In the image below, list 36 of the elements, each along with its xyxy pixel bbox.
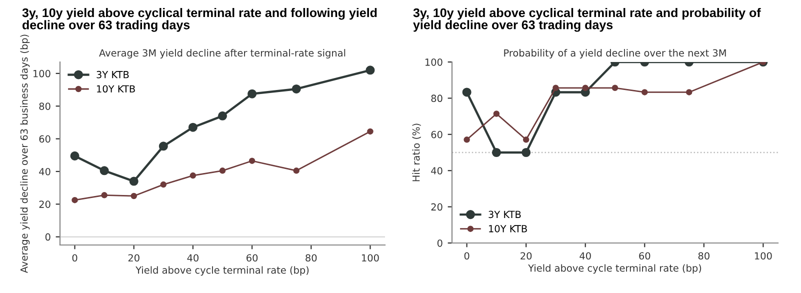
x-tick-label: 60 [639,252,650,260]
x-tick-label: 20 [520,252,532,260]
y-axis-title: Average yield decline over 63 business days (bp) [20,34,30,274]
y-tick-label: 60 [431,130,442,138]
x-tick-label: 40 [580,252,591,260]
x-axis-title: Yield above cycle terminal rate (bp) [136,266,309,276]
y-tick-label: 80 [39,102,50,110]
y-tick-label: 20 [431,203,442,211]
chart-title: 3y, 10y yield above cyclical terminal rate and following yield decline over 63 trading days [22,8,377,32]
legend-label: 3Y KTB [488,210,521,218]
x-axis-title: Yield above cycle terminal rate (bp) [528,264,702,274]
x-tick-label: 40 [187,254,198,262]
y-tick-label: 40 [431,167,442,174]
y-axis-title: Hit ratio (%) [412,124,421,182]
y-tick-label: 100 [33,70,50,78]
chart-title: 3y, 10y yield above cyclical terminal rate and probability of yield decline over 63 trading days [413,8,761,32]
x-tick-label: 20 [128,254,140,262]
y-tick-label: 80 [431,94,442,102]
legend-label: 10Y KTB [489,225,527,232]
x-tick-label: 80 [306,254,317,262]
x-tick-label: 100 [754,252,772,260]
x-tick-label: 60 [246,254,258,262]
legend-label: 10Y KTB [97,85,135,93]
y-tick-label: 60 [39,135,50,143]
x-tick-label: 0 [72,254,78,262]
y-tick-label: 0 [45,233,50,241]
x-tick-label: 100 [362,254,379,262]
y-tick-label: 0 [437,239,442,247]
x-tick-label: 80 [698,252,710,260]
chart-subtitle: Probability of a yield decline over the next 3M [504,49,726,58]
y-tick-label: 20 [39,200,50,208]
legend-label: 3Y KTB [96,70,129,78]
y-tick-label: 40 [39,168,50,176]
chart-subtitle: Average 3M yield decline after terminal-rate signal [99,49,346,58]
y-tick-label: 100 [425,58,442,66]
x-tick-label: 0 [464,252,470,260]
